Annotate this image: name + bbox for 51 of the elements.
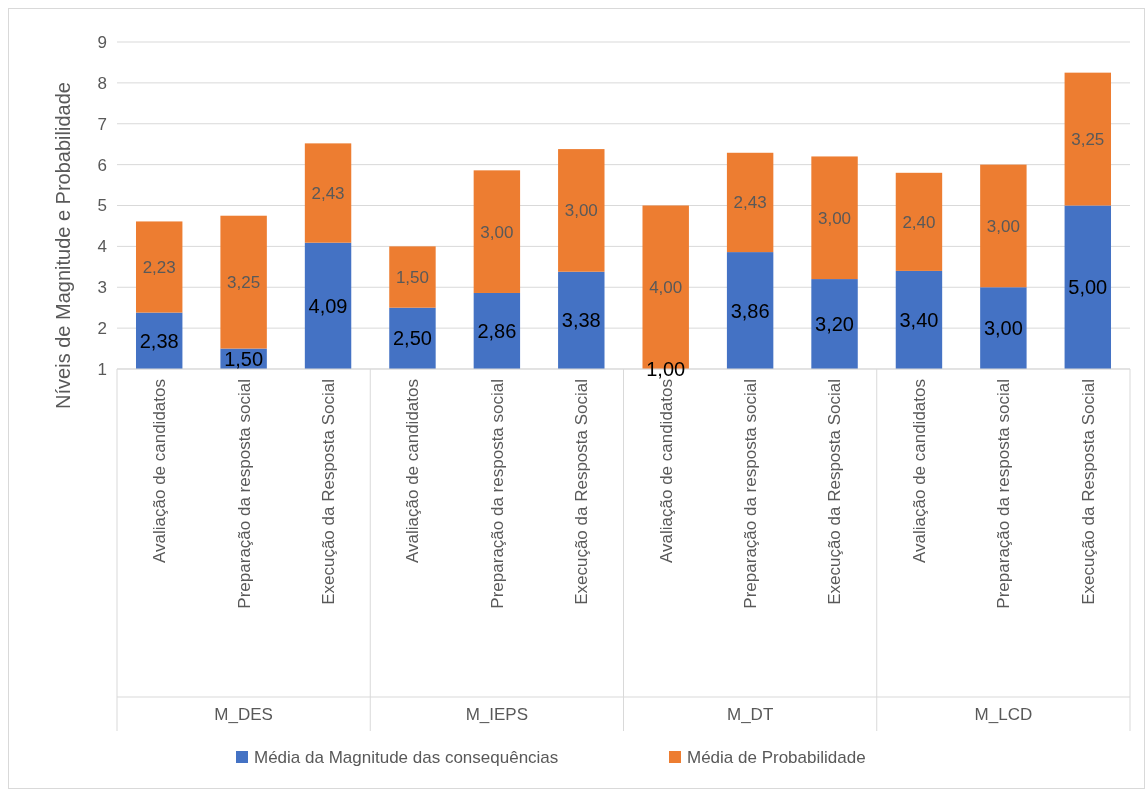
data-label: 2,23 <box>142 257 176 277</box>
data-label: 3,86 <box>730 299 770 322</box>
data-label: 2,40 <box>902 212 936 232</box>
data-label: 1,50 <box>395 267 430 287</box>
data-label: 3,00 <box>817 208 852 228</box>
data-label: 4,00 <box>649 278 683 298</box>
data-label: 3,40 <box>899 308 939 331</box>
x-tick-label: Execução da Resposta Social <box>825 379 845 605</box>
y-tick-label: 5 <box>97 196 107 216</box>
data-label: 2,38 <box>139 329 179 352</box>
y-axis-title: Níveis de Magnitude e Probabilidade <box>52 82 74 409</box>
x-tick-label: Preparação da resposta social <box>741 379 761 609</box>
x-tick-label: Avaliação de candidatos <box>150 379 170 563</box>
data-label: 2,43 <box>311 183 345 203</box>
x-tick-label: Execução da Resposta Social <box>572 379 592 605</box>
data-label: 2,86 <box>477 319 517 342</box>
y-tick-label: 7 <box>97 114 107 134</box>
x-tick-label: Avaliação de candidatos <box>909 379 929 563</box>
text: M_DT <box>726 704 774 724</box>
text: M_DES <box>214 704 273 724</box>
x-tick-label: Execução da Resposta Social <box>1078 379 1098 605</box>
text: M_LCD <box>974 704 1033 724</box>
data-label: 2,43 <box>733 193 767 213</box>
data-label: 3,20 <box>815 313 855 336</box>
data-label: 4,09 <box>308 294 348 317</box>
y-tick-label: 9 <box>97 32 107 52</box>
data-label: 3,00 <box>986 216 1020 236</box>
y-tick-label: 6 <box>97 155 107 175</box>
x-tick-label: Preparação da resposta social <box>487 379 507 609</box>
data-label: 3,25 <box>227 273 261 293</box>
data-label: 3,00 <box>564 201 598 221</box>
x-tick-label: Preparação da resposta social <box>234 379 254 609</box>
x-tick-label: Preparação da resposta social <box>994 379 1014 609</box>
y-tick-label: 2 <box>97 319 107 339</box>
data-label: 2,50 <box>392 327 432 350</box>
data-label: 3,00 <box>983 317 1023 340</box>
text: M_IEPS <box>465 704 529 724</box>
data-label: 3,38 <box>561 309 601 332</box>
data-label: 1,50 <box>224 347 264 370</box>
x-tick-label: Avaliação de candidatos <box>403 379 423 563</box>
x-tick-label: Avaliação de candidatos <box>656 379 676 563</box>
y-tick-label: 4 <box>97 237 107 257</box>
y-tick-label: 1 <box>97 359 107 379</box>
data-label: 3,00 <box>480 222 514 242</box>
y-tick-label: 3 <box>97 278 107 298</box>
x-tick-label: Execução da Resposta Social <box>318 379 338 605</box>
data-label: 5,00 <box>1068 276 1108 299</box>
legend-label: Média de Probabilidade <box>687 747 866 767</box>
y-tick-label: 8 <box>97 73 107 93</box>
data-label: 3,25 <box>1071 130 1105 150</box>
legend-label: Média da Magnitude das consequências <box>254 747 559 767</box>
